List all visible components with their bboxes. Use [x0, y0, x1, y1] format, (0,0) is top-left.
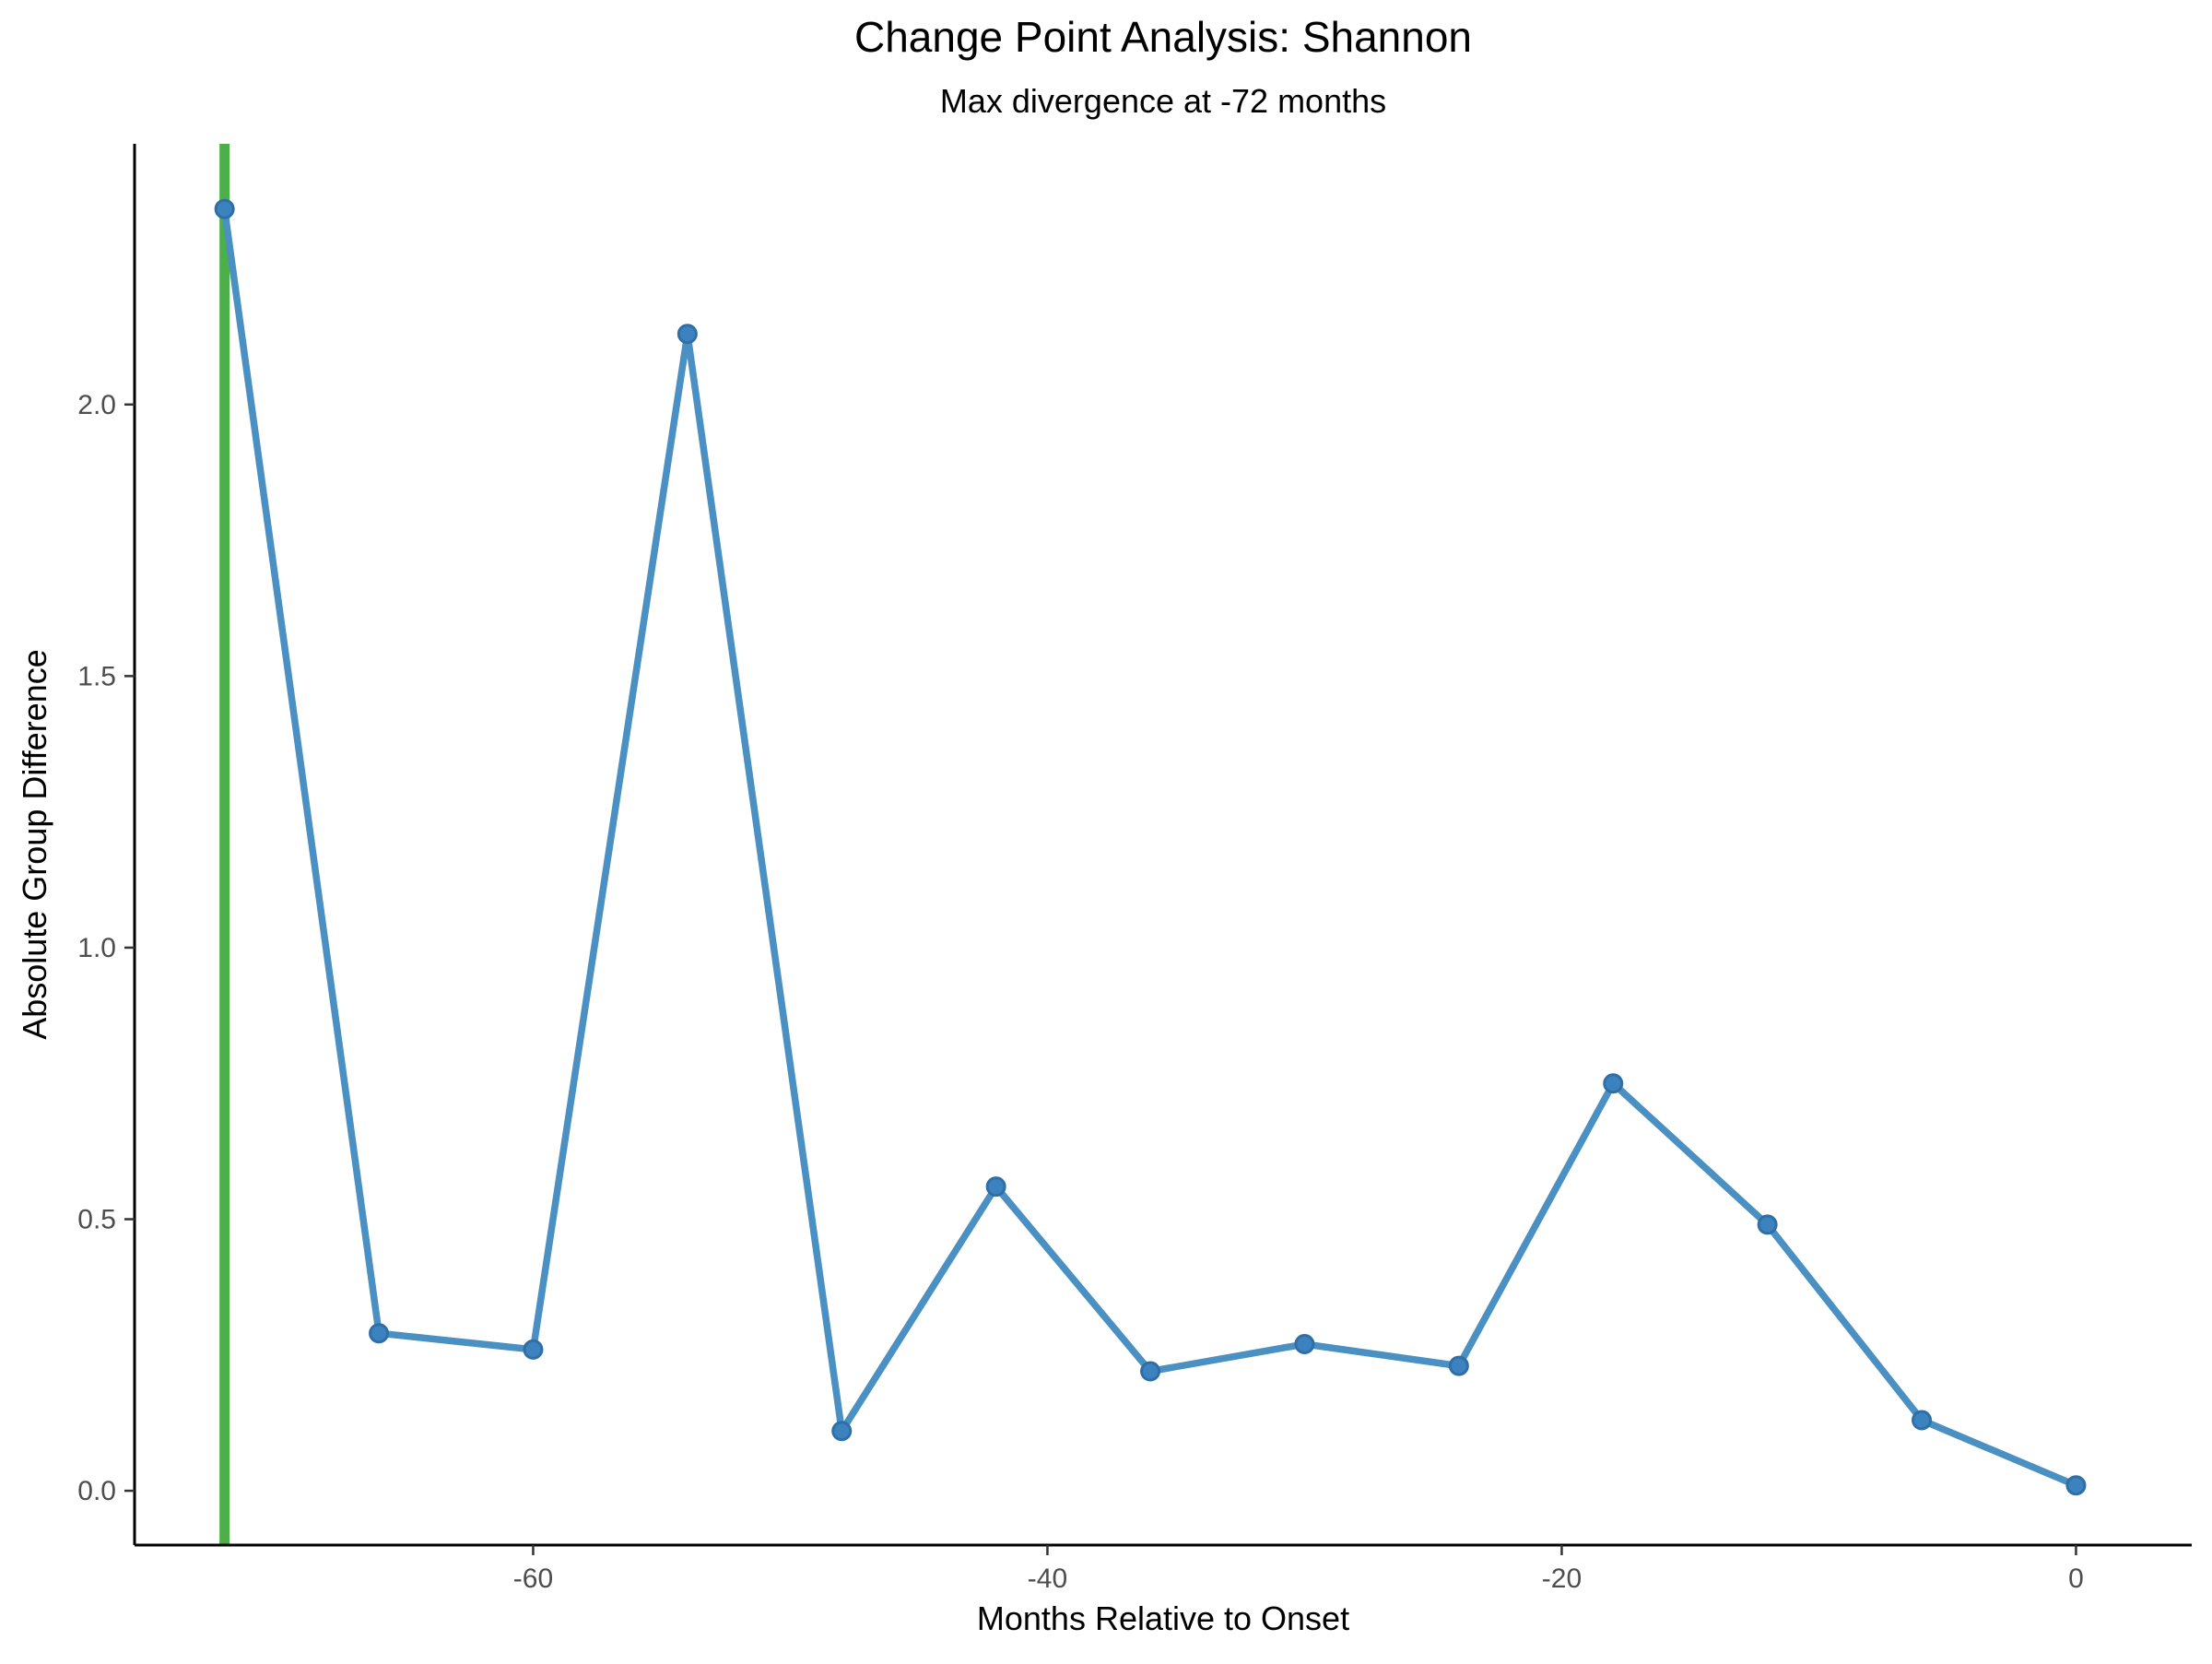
y-tick-label: 2.0: [77, 390, 116, 420]
data-point: [2065, 1475, 2087, 1496]
y-tick-label: 1.0: [77, 933, 116, 963]
data-point: [1757, 1214, 1778, 1235]
x-tick-label: -60: [513, 1564, 553, 1594]
y-tick-label: 1.5: [77, 661, 116, 691]
data-point: [1140, 1361, 1161, 1382]
data-point: [677, 324, 698, 345]
data-point: [1912, 1410, 1933, 1431]
data-point: [214, 198, 235, 219]
chart-title: Change Point Analysis: Shannon: [854, 13, 1472, 61]
y-axis: 0.0 0.5 1.0 1.5 2.0: [77, 390, 135, 1506]
x-tick-label: 0: [2068, 1564, 2084, 1594]
data-point: [831, 1421, 853, 1442]
x-tick-label: -20: [1542, 1564, 1582, 1594]
x-tick-label: -40: [1028, 1564, 1067, 1594]
data-point: [523, 1339, 544, 1360]
chart-subtitle: Max divergence at -72 months: [940, 82, 1386, 120]
data-point: [1294, 1334, 1315, 1355]
data-point: [1603, 1073, 1624, 1094]
y-tick-label: 0.5: [77, 1205, 116, 1235]
series-line: [220, 205, 2080, 1489]
data-point: [985, 1176, 1006, 1198]
x-axis: -60 -40 -20 0: [513, 1545, 2084, 1594]
data-point: [1448, 1355, 1469, 1376]
x-axis-title: Months Relative to Onset: [977, 1599, 1349, 1637]
y-axis-title: Absolute Group Difference: [16, 649, 53, 1040]
data-point: [369, 1323, 390, 1344]
y-tick-label: 0.0: [77, 1476, 116, 1506]
plot-area: [214, 144, 2087, 1545]
